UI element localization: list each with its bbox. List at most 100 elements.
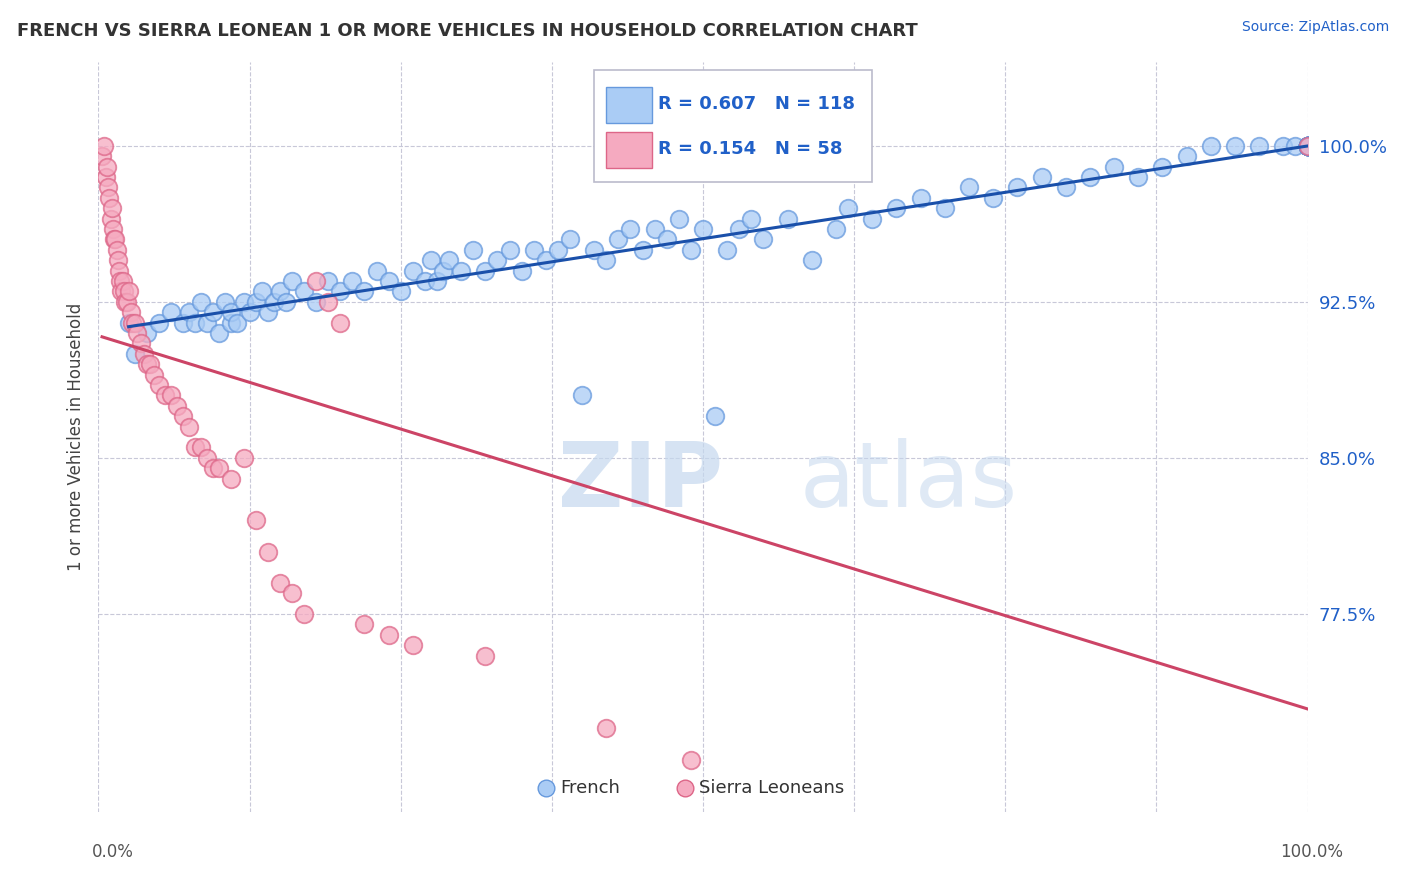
Point [353, 617, 375, 632]
Point [179, 419, 201, 434]
Point [281, 274, 304, 288]
Point [118, 285, 141, 299]
Point [214, 294, 236, 309]
Point [195, 316, 218, 330]
Point [100, 211, 122, 226]
Point [316, 294, 339, 309]
Point [679, 243, 702, 257]
FancyBboxPatch shape [606, 87, 652, 123]
Point [583, 243, 606, 257]
Point [226, 316, 249, 330]
Point [1296, 138, 1319, 153]
Text: Sierra Leoneans: Sierra Leoneans [699, 779, 845, 797]
Point [195, 450, 218, 465]
Point [402, 263, 425, 277]
Point [981, 191, 1004, 205]
Point [305, 274, 328, 288]
Point [837, 201, 859, 215]
Point [124, 347, 146, 361]
Point [1296, 138, 1319, 153]
Point [239, 305, 262, 319]
Point [245, 294, 267, 309]
Point [1296, 138, 1319, 153]
Point [450, 263, 472, 277]
Point [366, 263, 388, 277]
Point [143, 368, 166, 382]
Point [825, 222, 848, 236]
Point [474, 648, 496, 663]
Point [190, 294, 212, 309]
Point [121, 316, 143, 330]
Point [1175, 149, 1198, 163]
Point [96, 160, 118, 174]
Point [101, 222, 124, 236]
Point [1296, 138, 1319, 153]
Point [1296, 138, 1319, 153]
Point [1249, 138, 1271, 153]
Point [179, 305, 201, 319]
Point [1152, 160, 1174, 174]
Point [250, 285, 273, 299]
Point [1296, 138, 1319, 153]
Point [172, 409, 194, 424]
Point [957, 180, 980, 194]
Point [595, 722, 617, 736]
Point [263, 294, 285, 309]
Point [886, 201, 908, 215]
Point [523, 243, 546, 257]
Point [129, 336, 152, 351]
Point [571, 388, 593, 402]
Point [93, 138, 115, 153]
Point [107, 253, 129, 268]
Point [1054, 180, 1077, 194]
Point [1296, 138, 1319, 153]
Point [1078, 169, 1101, 184]
Point [716, 243, 738, 257]
Point [245, 513, 267, 527]
Text: ZIP: ZIP [558, 438, 723, 526]
Point [1296, 138, 1319, 153]
Point [860, 211, 883, 226]
Point [124, 316, 146, 330]
Point [377, 274, 399, 288]
Point [208, 461, 231, 475]
Point [256, 544, 278, 558]
Point [104, 232, 127, 246]
Point [97, 180, 120, 194]
Point [190, 441, 212, 455]
Point [100, 201, 122, 215]
Point [114, 294, 136, 309]
Point [342, 274, 364, 288]
Point [120, 305, 142, 319]
Point [1296, 138, 1319, 153]
Point [148, 316, 170, 330]
Point [292, 285, 315, 299]
Point [118, 316, 141, 330]
Point [547, 243, 569, 257]
Point [668, 211, 690, 226]
Point [1296, 138, 1319, 153]
Point [269, 575, 291, 590]
Point [534, 253, 557, 268]
Point [103, 232, 125, 246]
Point [256, 305, 278, 319]
Point [1223, 138, 1246, 153]
Point [108, 263, 131, 277]
Text: FRENCH VS SIERRA LEONEAN 1 OR MORE VEHICLES IN HOUSEHOLD CORRELATION CHART: FRENCH VS SIERRA LEONEAN 1 OR MORE VEHIC… [17, 22, 918, 40]
Point [728, 222, 751, 236]
Point [607, 232, 630, 246]
Point [644, 222, 666, 236]
Text: R = 0.607   N = 118: R = 0.607 N = 118 [658, 95, 855, 112]
Point [305, 294, 328, 309]
Point [420, 253, 443, 268]
Point [1296, 138, 1319, 153]
Point [135, 357, 157, 371]
Text: 0.0%: 0.0% [91, 843, 134, 861]
Point [1128, 169, 1150, 184]
Point [1272, 138, 1295, 153]
Point [631, 243, 654, 257]
Point [221, 316, 243, 330]
Point [166, 399, 188, 413]
Point [1296, 138, 1319, 153]
Point [595, 253, 617, 268]
